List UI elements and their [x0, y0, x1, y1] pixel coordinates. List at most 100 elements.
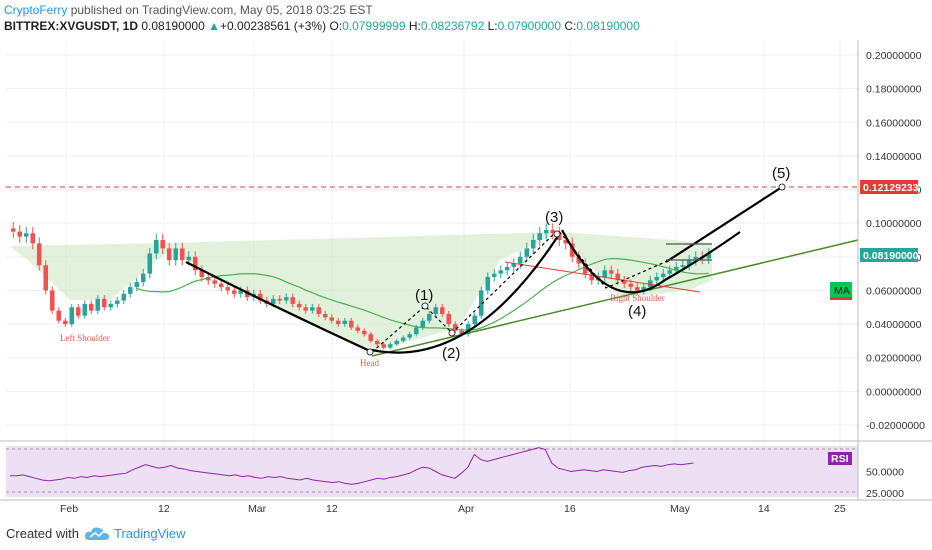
time-tick-label: Mar [248, 503, 267, 515]
candle-body [511, 263, 517, 267]
candle-body [569, 243, 575, 257]
candle-body [381, 344, 387, 348]
wave-point-5 [778, 183, 786, 191]
wave-label-5: (5) [772, 165, 790, 182]
candle-body [75, 307, 81, 316]
candle-body [322, 314, 328, 318]
candle-body [667, 270, 673, 274]
head-point [366, 348, 374, 356]
ma-badge [830, 282, 852, 299]
candle-body [407, 334, 413, 338]
candle-body [69, 307, 75, 325]
rsi-pane [6, 446, 858, 497]
candle-body [17, 231, 23, 237]
candle-body [368, 334, 374, 341]
price-badge-label: 0.08190000 [863, 250, 919, 262]
time-tick-label: 25 [834, 503, 846, 515]
candle-body [673, 266, 679, 271]
candle-body [654, 277, 660, 281]
candle-body [452, 324, 458, 331]
candle-body [316, 307, 322, 314]
footer: Created with TradingView [0, 519, 932, 550]
time-tick-label: Apr [458, 503, 475, 515]
tradingview-link[interactable]: TradingView [114, 526, 186, 541]
candle-body [166, 248, 172, 261]
price-tick-label: 0.18000000 [866, 84, 922, 96]
candle-body [88, 303, 94, 311]
wave-label-3: (3) [545, 209, 563, 226]
wave-point-2 [448, 329, 456, 337]
candle-body [491, 273, 497, 277]
change-value: +0.00238561 (+3%) [220, 19, 327, 33]
wave-arc-1 [371, 235, 559, 354]
candle-body [615, 273, 621, 281]
candle-body [309, 307, 315, 311]
candle-body [647, 280, 653, 288]
candle-body [179, 248, 185, 261]
chart-canvas[interactable]: (1) (2) (3) (4) (5) Left Shoulder Head R… [0, 0, 932, 519]
candle-body [134, 282, 140, 288]
candle-body [173, 248, 179, 261]
candle-body [420, 320, 426, 328]
down-channel-line [504, 261, 701, 293]
candle-body [342, 320, 348, 325]
last-price: 0.08190000 [141, 19, 205, 33]
candle-body [192, 256, 198, 271]
low-label: L: [487, 19, 498, 33]
candle-body [30, 233, 36, 244]
candle-body [270, 298, 276, 304]
created-with-label: Created with [6, 526, 79, 541]
cup-handle-fill [10, 232, 712, 352]
rsi-badge-label: RSI [831, 453, 849, 465]
price-badge [860, 248, 918, 262]
wave-point-3 [553, 230, 561, 238]
price-tick-label: 0.20000000 [866, 50, 922, 62]
open-label: O: [329, 19, 343, 33]
wave-point-1 [421, 302, 429, 310]
candle-body [641, 287, 647, 291]
rsi-tick-label: 25.0000 [866, 488, 904, 500]
candle-body [621, 280, 627, 284]
candle-body [82, 303, 88, 316]
price-tick-label: 0.06000000 [866, 285, 922, 297]
time-tick-label: 12 [158, 503, 170, 515]
candle-body [114, 300, 120, 304]
candle-body [329, 317, 335, 321]
price-tick-label: 0.14000000 [866, 151, 922, 163]
high-label: H: [408, 19, 421, 33]
time-axis: Feb 12 Mar 12 Apr 16 May 14 25 [60, 503, 846, 515]
candle-body [108, 303, 114, 308]
ma-badge-label: MA [834, 285, 850, 297]
uptrend-line [371, 239, 859, 357]
candle-body [543, 229, 549, 234]
candle-body [296, 303, 302, 308]
price-tick-label: 0.16000000 [866, 117, 922, 129]
candle-body [335, 320, 341, 325]
tradingview-cloud-icon [84, 527, 110, 540]
candle-body [634, 287, 640, 291]
wave-label-4: (4) [628, 303, 646, 320]
moving-average-line [136, 257, 709, 331]
candle-body [140, 273, 146, 283]
published-text: published on TradingView.com, May 05, 20… [70, 3, 373, 17]
candle-body [608, 270, 614, 274]
candle-body [231, 290, 237, 294]
author-link[interactable]: CryptoFerry [4, 3, 68, 17]
candle-body [459, 330, 465, 335]
candle-body [23, 233, 29, 237]
candle-body [498, 270, 504, 274]
candle-body [504, 266, 510, 271]
rsi-series-line [10, 447, 694, 485]
candle-body [394, 340, 400, 345]
candle-body [355, 327, 361, 331]
candle-body [680, 265, 686, 267]
candle-body [374, 340, 380, 345]
time-tick-label: May [670, 503, 691, 515]
wave-label-1: (1) [415, 287, 433, 304]
price-tick-label: -0.02000000 [866, 420, 925, 432]
candle-body [433, 307, 439, 314]
candle-body [439, 307, 445, 314]
candle-body [485, 277, 491, 291]
candle-body [225, 287, 231, 291]
candle-body [387, 344, 393, 348]
